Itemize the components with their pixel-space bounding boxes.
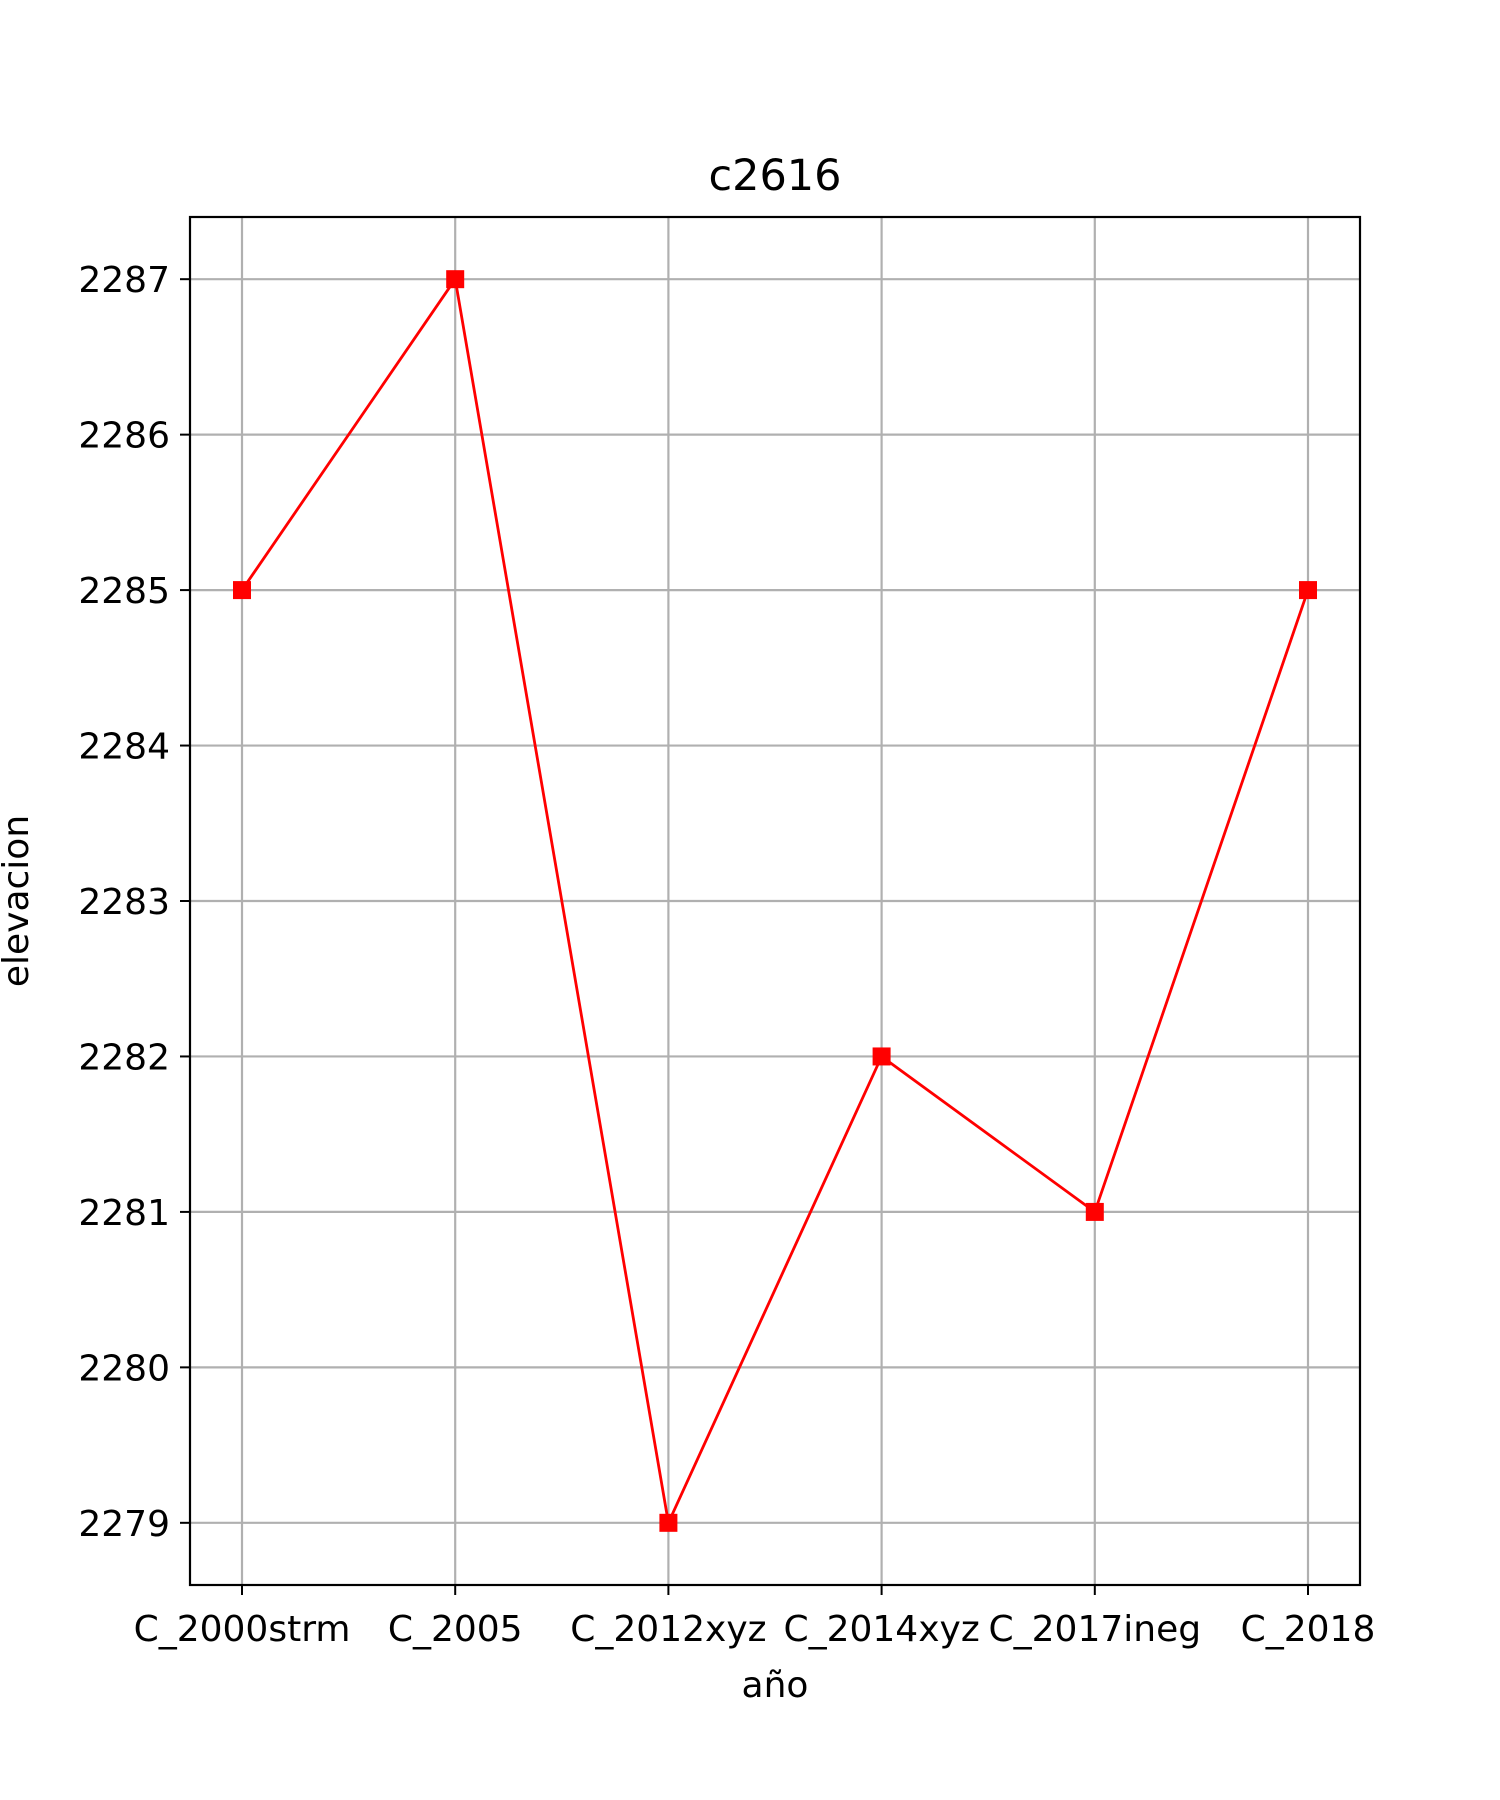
data-point-marker xyxy=(1085,1202,1104,1221)
y-tick-label: 2287 xyxy=(78,260,170,301)
x-tick-label: C_2000strm xyxy=(134,1609,351,1650)
x-tick-label: C_2012xyz xyxy=(570,1609,766,1650)
y-axis-label: elevacion xyxy=(0,815,37,987)
grid-layer xyxy=(190,217,1360,1585)
data-point-marker xyxy=(446,270,465,289)
y-tick-label: 2282 xyxy=(78,1037,170,1078)
data-point-marker xyxy=(1299,581,1317,600)
series-layer xyxy=(233,270,1317,1532)
x-axis-label: año xyxy=(742,1665,809,1706)
y-tick-label: 2284 xyxy=(78,727,170,768)
y-tick-label: 2283 xyxy=(78,882,170,923)
x-tick-label: C_2014xyz xyxy=(783,1609,979,1650)
data-point-marker xyxy=(233,581,251,600)
y-tick-label: 2280 xyxy=(78,1348,170,1389)
x-tick-label: C_2018 xyxy=(1241,1609,1376,1650)
y-tick-label: 2286 xyxy=(78,416,170,457)
axis-layer: C_2000strm C_2005 C_2012xyz C_2014xyz C_2017… xyxy=(78,260,1375,1650)
x-tick-label: C_2017ineg xyxy=(989,1609,1202,1650)
x-tick-label: C_2005 xyxy=(388,1609,523,1650)
series-line xyxy=(240,275,1310,1528)
y-tick-label: 2281 xyxy=(78,1193,170,1234)
y-tick-label: 2279 xyxy=(78,1504,170,1545)
data-point-marker xyxy=(659,1513,678,1532)
y-tick-label: 2285 xyxy=(78,571,170,612)
data-point-marker xyxy=(872,1047,891,1066)
chart-title: c2616 xyxy=(708,151,841,201)
